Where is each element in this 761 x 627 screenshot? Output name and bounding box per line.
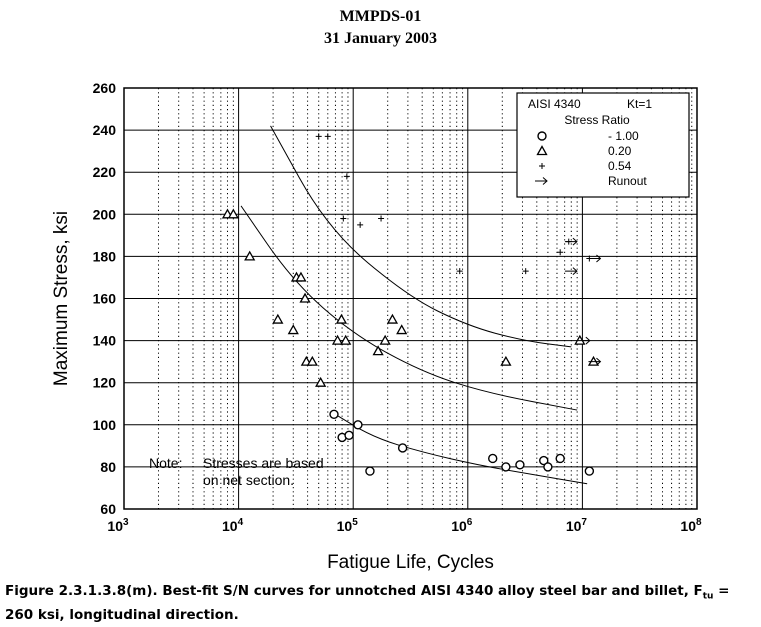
circle-data-point (515, 460, 525, 470)
caption-text-2: = 260 ksi, longitudinal direction. (5, 583, 730, 623)
triangle-data-point (299, 292, 311, 303)
circle-data-point (488, 453, 498, 464)
triangle-data-point (272, 313, 284, 324)
y-tick-label: 240 (93, 122, 117, 138)
plus-data-point (557, 249, 564, 256)
y-tick-label: 200 (93, 206, 117, 222)
plus-data-point (522, 268, 529, 275)
legend-entry-label: Runout (608, 174, 647, 188)
circle-data-point (329, 409, 339, 419)
legend-entry-label: 0.20 (608, 144, 632, 158)
triangle-data-point (244, 250, 256, 261)
circle-data-point (344, 430, 354, 441)
x-tick-label: 108 (680, 517, 702, 534)
triangle-data-point (295, 271, 307, 282)
triangle-data-point (335, 313, 348, 324)
triangle-data-point (287, 324, 299, 335)
triangle-data-point (372, 345, 384, 356)
circle-data-point (353, 420, 363, 430)
legend-heading: Stress Ratio (564, 113, 630, 127)
y-tick-label: 100 (93, 417, 117, 433)
plus-data-point (315, 133, 322, 140)
legend-kt: Kt=1 (627, 97, 652, 111)
document-header-line2: 31 January 2003 (324, 30, 437, 47)
plus-data-point (357, 221, 364, 228)
triangle-data-point (340, 334, 352, 345)
arrow-data-point (564, 267, 578, 276)
x-tick-label: 106 (451, 517, 473, 534)
triangle-data-point (331, 334, 344, 345)
circle-data-point (555, 453, 565, 464)
best-fit-curve (270, 125, 572, 348)
arrow-data-point (588, 357, 602, 366)
triangle-data-point (227, 208, 239, 219)
caption-subscript: tu (702, 591, 714, 602)
note-line1: Stresses are based (203, 455, 324, 471)
x-tick-label: 103 (107, 517, 129, 534)
triangle-data-point (315, 376, 327, 387)
best-fit-curve (240, 205, 578, 411)
best-fit-curve (331, 411, 588, 485)
circle-data-point (397, 443, 408, 453)
legend-marker-triangle (536, 145, 548, 156)
x-tick-label: 105 (337, 517, 359, 534)
plus-data-point (456, 268, 463, 275)
legend-marker-arrow (535, 177, 548, 185)
x-axis-label: Fatigue Life, Cycles (327, 552, 494, 573)
y-axis-label: Maximum Stress, ksi (51, 211, 72, 386)
y-tick-label: 180 (93, 248, 117, 264)
y-tick-label: 140 (93, 333, 117, 349)
y-tick-label: 120 (93, 375, 117, 391)
caption-text-1: Figure 2.3.1.3.8(m). Best-fit S/N curves… (5, 583, 703, 599)
y-tick-label: 80 (100, 459, 116, 475)
circle-data-point (584, 466, 595, 476)
plus-data-point (340, 215, 347, 222)
triangle-data-point (500, 355, 512, 366)
legend-marker-circle (537, 131, 547, 141)
legend-entry-label: 0.54 (608, 159, 632, 173)
x-tick-label: 107 (566, 517, 588, 534)
plus-data-point (324, 133, 331, 140)
plus-data-point (343, 173, 350, 180)
arrow-data-point (577, 336, 591, 345)
legend-material: AISI 4340 (528, 97, 581, 111)
sn-curve-chart: 60 80 100 120 140 160 180 200 220 240 260 103 104 105… (51, 80, 702, 573)
circle-data-point (501, 462, 511, 472)
figure-caption: Figure 2.3.1.3.8(m). Best-fit S/N curves… (5, 582, 757, 624)
triangle-data-point (396, 324, 408, 335)
circle-data-point (539, 455, 549, 466)
arrow-data-point (564, 237, 578, 246)
y-tick-label: 60 (100, 501, 116, 517)
y-tick-label: 160 (93, 291, 117, 307)
document-header-line1: MMPDS-01 (339, 8, 422, 25)
triangle-data-point (386, 313, 399, 324)
plot-frame (123, 87, 698, 510)
legend-marker-plus (539, 163, 545, 169)
legend-entry-label: - 1.00 (608, 129, 639, 143)
x-tick-label: 104 (222, 517, 244, 534)
note-line2: on net section. (203, 472, 294, 488)
y-tick-label: 260 (93, 80, 117, 96)
circle-data-point (543, 462, 553, 472)
triangle-data-point (379, 334, 391, 345)
note-prefix: Note: (149, 455, 182, 471)
arrow-data-point (588, 254, 602, 263)
y-tick-label: 220 (93, 164, 117, 180)
plus-data-point (378, 215, 385, 222)
triangle-data-point (306, 355, 318, 366)
circle-data-point (365, 466, 375, 476)
